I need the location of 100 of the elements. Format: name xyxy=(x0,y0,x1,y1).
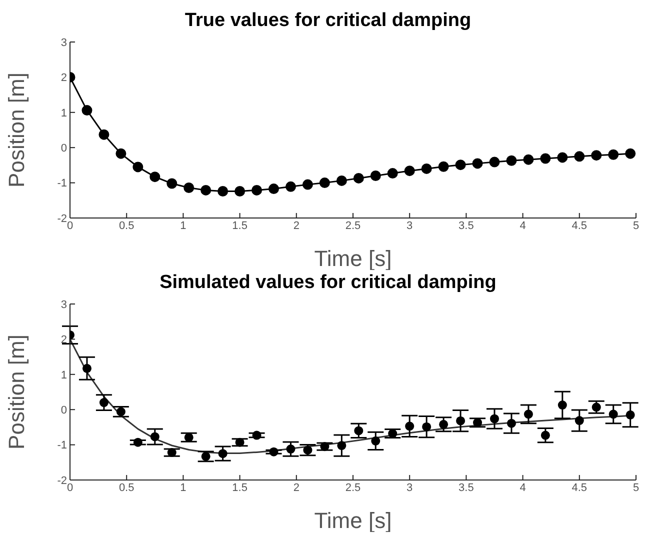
point xyxy=(269,447,278,456)
point xyxy=(524,410,533,419)
x-tick-label: 2.5 xyxy=(345,482,361,494)
x-tick-label: 3.5 xyxy=(458,220,474,232)
point xyxy=(319,178,330,188)
point xyxy=(303,446,312,455)
x-tick-label: 4 xyxy=(520,220,526,232)
point xyxy=(133,438,142,447)
point xyxy=(489,156,500,168)
x-tick-label: 0.5 xyxy=(118,482,134,494)
point xyxy=(302,179,313,190)
x-tick-label: 3 xyxy=(406,482,413,494)
point xyxy=(353,172,364,184)
point xyxy=(184,182,194,193)
point xyxy=(592,402,601,412)
point xyxy=(405,422,414,431)
point xyxy=(150,172,160,182)
point xyxy=(268,184,280,194)
point xyxy=(235,438,244,447)
y-tick-label: -1 xyxy=(57,440,67,452)
point xyxy=(455,160,466,170)
point xyxy=(82,364,92,373)
y-axis-title: Position [m] xyxy=(4,72,29,188)
y-tick-label: 2 xyxy=(60,334,67,346)
y-tick-label: 0 xyxy=(60,142,67,155)
point xyxy=(490,414,500,424)
x-tick-label: 5 xyxy=(632,220,640,232)
point xyxy=(506,155,517,166)
point xyxy=(472,158,483,169)
point xyxy=(438,161,449,172)
point xyxy=(523,154,534,165)
point xyxy=(557,152,568,163)
point xyxy=(337,441,346,450)
x-tick-label: 4.5 xyxy=(572,220,588,232)
point xyxy=(591,150,602,161)
point xyxy=(132,162,144,172)
point xyxy=(116,148,126,159)
y-axis-title: Position [m] xyxy=(4,334,29,450)
y-tick-label: 1 xyxy=(60,107,67,120)
x-tick-label: 1.5 xyxy=(232,220,248,232)
chart-title: True values for critical damping xyxy=(184,9,472,33)
point xyxy=(574,416,584,426)
x-tick-label: 4 xyxy=(520,482,526,494)
point xyxy=(166,178,178,189)
point xyxy=(421,163,432,174)
point xyxy=(387,168,398,179)
point xyxy=(320,442,330,452)
x-tick-label: 5 xyxy=(632,482,640,494)
x-tick-label: 3.5 xyxy=(458,482,474,494)
point xyxy=(506,418,516,428)
point xyxy=(252,184,262,196)
point xyxy=(370,170,381,182)
point xyxy=(540,153,551,164)
point xyxy=(608,149,619,160)
y-tick-label: -2 xyxy=(57,212,67,225)
point xyxy=(626,410,635,420)
point xyxy=(218,449,228,458)
point xyxy=(473,418,482,428)
y-tick-label: 0 xyxy=(60,404,67,417)
x-tick-label: 1.5 xyxy=(232,482,248,494)
point xyxy=(218,186,228,196)
point xyxy=(608,410,618,419)
x-tick-label: 0.5 xyxy=(118,220,134,232)
point xyxy=(558,400,567,410)
point xyxy=(167,448,176,458)
point xyxy=(286,444,296,454)
y-tick-label: 3 xyxy=(60,298,67,311)
point xyxy=(82,105,92,116)
point xyxy=(336,175,347,186)
point xyxy=(574,151,585,162)
x-tick-label: 4.5 xyxy=(572,482,588,494)
x-tick-label: 1 xyxy=(180,220,186,232)
point xyxy=(354,426,364,436)
point xyxy=(404,166,415,176)
point xyxy=(456,416,466,426)
point xyxy=(422,422,432,432)
x-tick-label: 1 xyxy=(180,482,186,494)
y-tick-label: 1 xyxy=(60,369,67,382)
y-tick-label: -1 xyxy=(57,178,67,190)
y-tick-label: -2 xyxy=(57,474,67,487)
chart-title: Simulated values for critical damping xyxy=(158,271,498,295)
y-tick-label: 2 xyxy=(60,72,67,84)
x-tick-label: 2.5 xyxy=(345,220,361,232)
point xyxy=(371,436,380,446)
point xyxy=(285,181,296,192)
point xyxy=(234,186,246,196)
point xyxy=(98,129,110,140)
point xyxy=(200,184,212,196)
point xyxy=(201,452,210,461)
point xyxy=(252,430,262,440)
point xyxy=(116,407,126,416)
point xyxy=(184,432,194,442)
point xyxy=(99,398,108,408)
point xyxy=(439,420,448,429)
x-tick-label: 2 xyxy=(293,482,300,494)
x-tick-label: 2 xyxy=(293,220,300,232)
x-tick-label: 3 xyxy=(406,220,413,232)
point xyxy=(540,430,550,440)
point xyxy=(625,148,636,159)
y-tick-label: 3 xyxy=(60,36,67,49)
